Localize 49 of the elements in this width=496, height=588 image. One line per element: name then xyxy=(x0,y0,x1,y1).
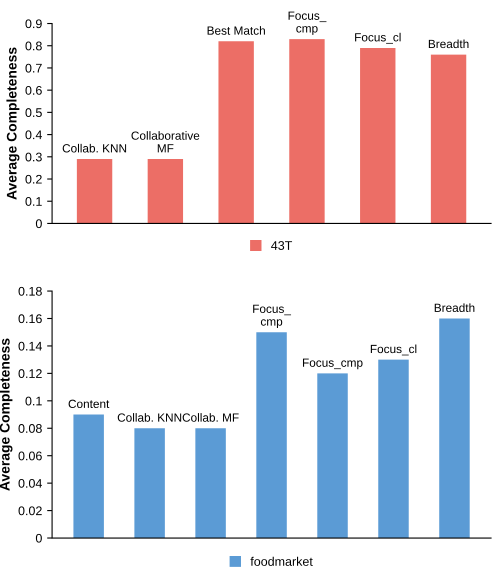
bar xyxy=(256,332,287,538)
y-tick-label: 0.12 xyxy=(18,369,42,378)
legend-label: foodmarket xyxy=(250,556,313,566)
x-tick-label: Focus_cmp xyxy=(302,358,363,370)
x-tick-label: Collaborative MF xyxy=(132,131,200,152)
x-tick-label: Breadth xyxy=(434,303,474,312)
x-tick-label: Best Match xyxy=(208,26,265,35)
bar xyxy=(76,159,112,224)
bar xyxy=(378,360,409,538)
legend-label: 43T xyxy=(271,241,292,250)
x-tick-label: Collab. KNN xyxy=(118,413,182,422)
y-tick-label: 0.5 xyxy=(25,108,42,118)
bar xyxy=(195,428,226,538)
bar xyxy=(430,54,466,224)
x-tick-label: Focus_cl xyxy=(355,32,401,44)
y-tick-label: 0.1 xyxy=(25,197,42,206)
y-tick-label: 0.04 xyxy=(18,478,42,488)
y-tick-label: 0.06 xyxy=(18,452,42,460)
y-tick-label: 0.4 xyxy=(25,130,42,140)
bar xyxy=(439,318,470,538)
y-tick-label: 0 xyxy=(36,219,42,228)
bar xyxy=(148,159,184,224)
y-tick-label: 0.08 xyxy=(18,424,42,433)
bar xyxy=(360,48,396,224)
y-tick-label: 0.2 xyxy=(25,174,42,184)
y-axis-title: Average Completeness xyxy=(6,48,20,200)
y-tick-label: 0.18 xyxy=(18,286,42,296)
bar xyxy=(134,428,165,538)
y-tick-label: 0.7 xyxy=(25,64,42,73)
y-tick-label: 0.6 xyxy=(25,86,42,95)
x-tick-label: Content xyxy=(68,400,110,408)
bar xyxy=(289,39,325,224)
y-tick-label: 0.14 xyxy=(18,342,42,351)
bar xyxy=(218,41,254,224)
x-tick-label: Focus_cl xyxy=(370,344,416,356)
y-tick-label: 0.9 xyxy=(25,19,42,28)
y-tick-label: 0.3 xyxy=(25,152,42,162)
y-tick-label: 0.16 xyxy=(18,314,42,324)
bar xyxy=(73,414,104,538)
x-tick-label: Collab. KNN xyxy=(62,144,126,153)
y-tick-label: 0.8 xyxy=(25,42,42,50)
x-tick-label: Collab. MF xyxy=(182,413,239,422)
bar xyxy=(317,373,348,538)
x-tick-label: Breadth xyxy=(428,39,468,48)
x-tick-label: Focus_ cmp xyxy=(288,12,326,35)
y-tick-label: 0.02 xyxy=(18,506,42,516)
y-tick-label: 0 xyxy=(36,534,42,543)
y-tick-label: 0.1 xyxy=(25,396,42,406)
x-tick-label: Focus_ cmp xyxy=(253,304,292,328)
